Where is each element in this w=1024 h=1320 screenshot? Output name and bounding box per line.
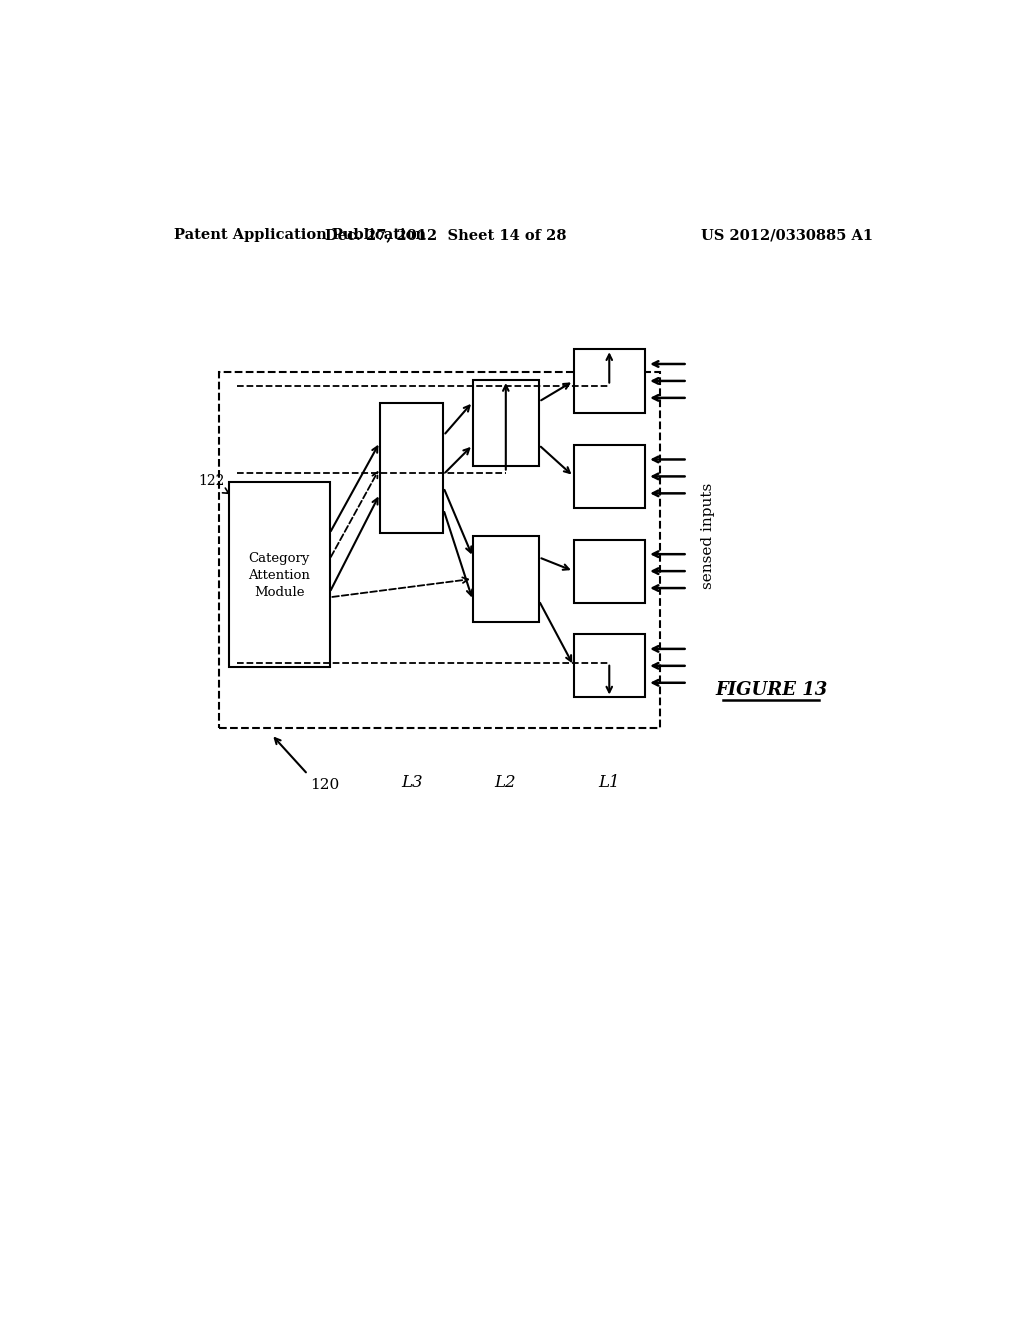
- Text: Patent Application Publication: Patent Application Publication: [174, 228, 427, 243]
- Text: L2: L2: [495, 775, 516, 792]
- Text: 122: 122: [199, 474, 225, 488]
- Text: L1: L1: [598, 775, 621, 792]
- Bar: [573, 350, 645, 412]
- Text: L3: L3: [400, 775, 423, 792]
- Bar: [473, 380, 539, 466]
- Bar: [219, 372, 659, 729]
- Text: Dec. 27, 2012  Sheet 14 of 28: Dec. 27, 2012 Sheet 14 of 28: [325, 228, 566, 243]
- Bar: [473, 536, 539, 622]
- Bar: [573, 540, 645, 603]
- Bar: [380, 404, 443, 533]
- Text: US 2012/0330885 A1: US 2012/0330885 A1: [700, 228, 872, 243]
- Text: sensed inputs: sensed inputs: [700, 483, 715, 589]
- Text: Attention: Attention: [248, 569, 310, 582]
- Text: Category: Category: [249, 552, 310, 565]
- Bar: [573, 635, 645, 697]
- Text: 120: 120: [310, 779, 339, 792]
- Text: Module: Module: [254, 586, 304, 599]
- Text: FIGURE 13: FIGURE 13: [715, 681, 827, 698]
- Bar: [228, 482, 330, 667]
- Bar: [573, 445, 645, 508]
